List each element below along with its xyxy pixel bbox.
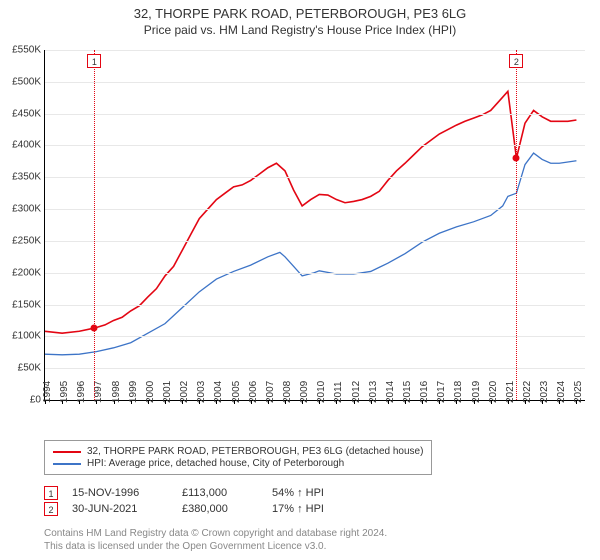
x-tick-label: 2017 [436,381,447,403]
x-tick-label: 2009 [299,381,310,403]
sale-marker-box: 2 [509,54,523,68]
chart-subtitle: Price paid vs. HM Land Registry's House … [0,23,600,37]
x-tick-label: 2025 [573,381,584,403]
x-tick-label: 2011 [333,381,344,403]
sale-marker-2: 2 [44,502,58,516]
x-tick-label: 2018 [453,381,464,403]
y-tick-label: £250K [12,235,41,246]
y-tick-label: £500K [12,76,41,87]
chart-plot-area: £0£50K£100K£150K£200K£250K£300K£350K£400… [44,50,585,401]
sale-datapoint [91,325,98,332]
sale-row: 2 30-JUN-2021 £380,000 17% ↑ HPI [44,502,362,516]
x-tick-label: 2012 [351,381,362,403]
sale-pct: 17% ↑ HPI [272,503,362,515]
legend-box: 32, THORPE PARK ROAD, PETERBOROUGH, PE3 … [44,440,432,475]
x-tick-label: 2002 [179,381,190,403]
x-tick-label: 2024 [556,381,567,403]
y-tick-label: £400K [12,140,41,151]
sale-price: £113,000 [182,487,272,499]
y-tick-label: £200K [12,267,41,278]
x-tick-label: 2014 [385,381,396,403]
footer-attribution: Contains HM Land Registry data © Crown c… [44,528,387,553]
y-tick-label: £450K [12,108,41,119]
sale-pct: 54% ↑ HPI [272,487,362,499]
chart-title: 32, THORPE PARK ROAD, PETERBOROUGH, PE3 … [0,6,600,21]
x-tick-label: 2021 [505,381,516,403]
sale-price: £380,000 [182,503,272,515]
x-tick-label: 2013 [368,381,379,403]
y-tick-label: £100K [12,331,41,342]
x-tick-label: 2019 [471,381,482,403]
title-block: 32, THORPE PARK ROAD, PETERBOROUGH, PE3 … [0,0,600,37]
legend-row: HPI: Average price, detached house, City… [53,458,423,469]
sale-marker-box: 1 [87,54,101,68]
x-tick-label: 1994 [42,381,53,403]
x-tick-label: 2003 [196,381,207,403]
x-tick-label: 2022 [522,381,533,403]
sale-row: 1 15-NOV-1996 £113,000 54% ↑ HPI [44,486,362,500]
sale-vertical-line [94,50,95,400]
y-tick-label: £0 [30,395,41,406]
x-tick-label: 1996 [76,381,87,403]
chart-container: 32, THORPE PARK ROAD, PETERBOROUGH, PE3 … [0,0,600,560]
legend-swatch-series-1 [53,451,81,453]
x-tick-label: 1995 [59,381,70,403]
x-tick-label: 2008 [282,381,293,403]
x-tick-label: 2007 [265,381,276,403]
y-gridline [45,145,585,146]
legend-label-series-2: HPI: Average price, detached house, City… [87,458,344,469]
y-gridline [45,177,585,178]
y-tick-label: £350K [12,172,41,183]
x-tick-label: 2004 [213,381,224,403]
x-tick-label: 2010 [316,381,327,403]
chart-lines-svg [45,50,585,400]
x-tick-label: 1999 [128,381,139,403]
y-gridline [45,336,585,337]
x-tick-label: 2016 [419,381,430,403]
sale-datapoint [513,155,520,162]
legend-label-series-1: 32, THORPE PARK ROAD, PETERBOROUGH, PE3 … [87,446,423,457]
series-line-2 [45,153,576,355]
sale-vertical-line [516,50,517,400]
y-gridline [45,209,585,210]
y-gridline [45,114,585,115]
y-tick-label: £300K [12,204,41,215]
y-gridline [45,305,585,306]
y-gridline [45,273,585,274]
x-tick-label: 2015 [402,381,413,403]
sale-date: 30-JUN-2021 [72,503,182,515]
sales-table: 1 15-NOV-1996 £113,000 54% ↑ HPI 2 30-JU… [44,484,362,518]
legend-row: 32, THORPE PARK ROAD, PETERBOROUGH, PE3 … [53,446,423,457]
y-tick-label: £150K [12,299,41,310]
sale-date: 15-NOV-1996 [72,487,182,499]
legend-swatch-series-2 [53,463,81,465]
y-gridline [45,241,585,242]
series-line-1 [45,91,576,333]
footer-line-2: This data is licensed under the Open Gov… [44,541,387,554]
footer-line-1: Contains HM Land Registry data © Crown c… [44,528,387,541]
x-tick-label: 2000 [145,381,156,403]
x-tick-label: 2023 [539,381,550,403]
x-tick-label: 1998 [111,381,122,403]
y-gridline [45,82,585,83]
x-tick-label: 2020 [488,381,499,403]
x-tick-label: 2001 [162,381,173,403]
y-gridline [45,368,585,369]
x-tick-label: 2005 [231,381,242,403]
y-tick-label: £50K [18,363,41,374]
x-tick-label: 2006 [248,381,259,403]
y-gridline [45,50,585,51]
y-tick-label: £550K [12,45,41,56]
sale-marker-1: 1 [44,486,58,500]
